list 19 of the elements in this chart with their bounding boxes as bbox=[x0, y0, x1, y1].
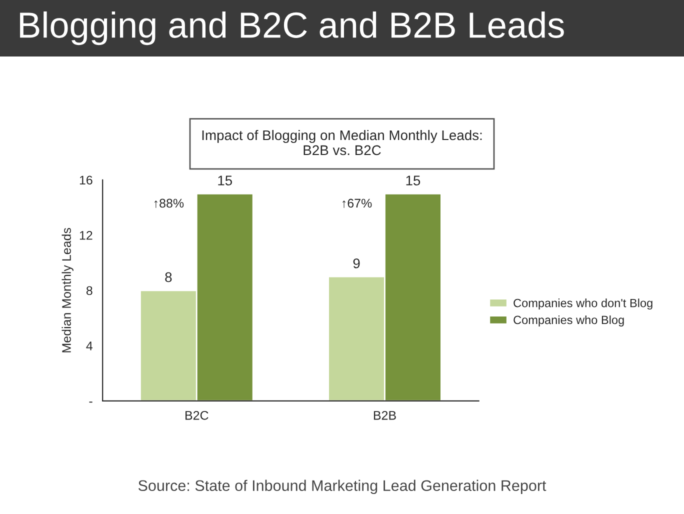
y-tick-label: 16 bbox=[80, 176, 92, 185]
annotation: ↑67% bbox=[342, 198, 372, 208]
data-label: 15 bbox=[218, 176, 232, 186]
data-label: 15 bbox=[406, 176, 420, 186]
y-tick-label: 8 bbox=[86, 286, 92, 296]
y-axis-title: Median Monthly Leads bbox=[62, 228, 74, 352]
legend-label: Companies who Blog bbox=[514, 315, 624, 326]
y-tick-label: 12 bbox=[80, 230, 92, 240]
chart-subtitle: Impact of Blogging on Median Monthly Leads: B2B vs. B2C bbox=[202, 130, 482, 156]
data-label: 9 bbox=[353, 258, 360, 268]
y-tick-label: - bbox=[89, 402, 92, 403]
source-note: Source: State of Inbound Marketing Lead Generation Report bbox=[138, 480, 546, 494]
x-tick-label: B2C bbox=[186, 410, 208, 420]
x-tick-label: B2B bbox=[374, 410, 396, 420]
data-label: 8 bbox=[165, 272, 172, 282]
chart-title: Blogging and B2C and B2B Leads bbox=[20, 11, 564, 46]
y-tick-label: 4 bbox=[86, 342, 93, 350]
legend-label: Companies who don't Blog bbox=[514, 298, 652, 310]
annotation: ↑88% bbox=[154, 198, 184, 208]
